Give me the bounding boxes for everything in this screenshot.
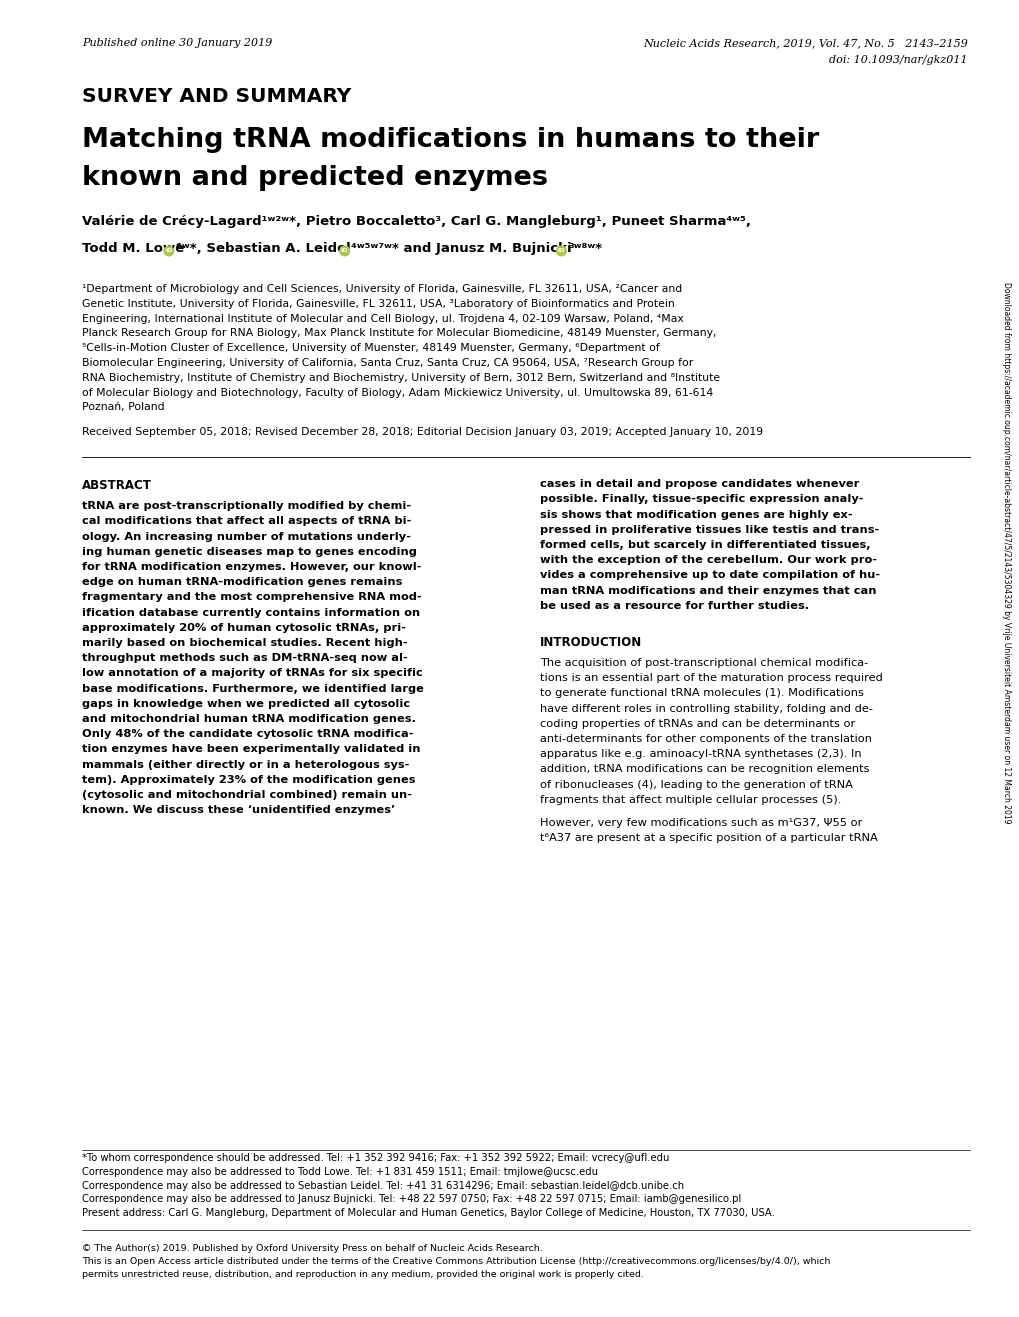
Text: Downloaded from https://academic.oup.com/nar/article-abstract/47/5/2143/5304329 : Downloaded from https://academic.oup.com… [1002, 282, 1011, 824]
Text: INTRODUCTION: INTRODUCTION [539, 636, 642, 649]
Text: Correspondence may also be addressed to Sebastian Leidel. Tel: +41 31 6314296; E: Correspondence may also be addressed to … [82, 1180, 684, 1191]
Text: ³ʷ⁸ʷ*: ³ʷ⁸ʷ* [568, 242, 602, 255]
Text: cal modifications that affect all aspects of tRNA bi-: cal modifications that affect all aspect… [82, 516, 411, 527]
Text: low annotation of a majority of tRNAs for six specific: low annotation of a majority of tRNAs fo… [82, 669, 422, 678]
Text: tRNA are post-transcriptionally modified by chemi-: tRNA are post-transcriptionally modified… [82, 502, 411, 511]
Text: approximately 20% of human cytosolic tRNAs, pri-: approximately 20% of human cytosolic tRN… [82, 623, 406, 632]
Text: iD: iD [165, 249, 172, 253]
Text: This is an Open Access article distributed under the terms of the Creative Commo: This is an Open Access article distribut… [82, 1256, 829, 1266]
Text: ABSTRACT: ABSTRACT [82, 479, 152, 493]
Text: iD: iD [340, 249, 347, 253]
Text: for tRNA modification enzymes. However, our knowl-: for tRNA modification enzymes. However, … [82, 562, 421, 572]
Text: RNA Biochemistry, Institute of Chemistry and Biochemistry, University of Bern, 3: RNA Biochemistry, Institute of Chemistry… [82, 373, 719, 383]
Text: ⁴ʷ⁵ʷ⁷ʷ* and Janusz M. Bujnicki: ⁴ʷ⁵ʷ⁷ʷ* and Janusz M. Bujnicki [352, 242, 572, 255]
Text: have different roles in controlling stability, folding and de-: have different roles in controlling stab… [539, 703, 872, 714]
Text: t⁶A37 are present at a specific position of a particular tRNA: t⁶A37 are present at a specific position… [539, 832, 877, 843]
Text: formed cells, but scarcely in differentiated tissues,: formed cells, but scarcely in differenti… [539, 540, 870, 551]
Text: ology. An increasing number of mutations underly-: ology. An increasing number of mutations… [82, 532, 411, 541]
Text: of Molecular Biology and Biotechnology, Faculty of Biology, Adam Mickiewicz Univ: of Molecular Biology and Biotechnology, … [82, 387, 712, 398]
Text: ing human genetic diseases map to genes encoding: ing human genetic diseases map to genes … [82, 547, 417, 557]
Text: iD: iD [557, 249, 565, 253]
Text: anti-determinants for other components of the translation: anti-determinants for other components o… [539, 734, 871, 744]
Text: Engineering, International Institute of Molecular and Cell Biology, ul. Trojdena: Engineering, International Institute of … [82, 313, 683, 324]
Text: Todd M. Lowe: Todd M. Lowe [82, 242, 184, 255]
Text: Received September 05, 2018; Revised December 28, 2018; Editorial Decision Janua: Received September 05, 2018; Revised Dec… [82, 427, 762, 437]
Text: tions is an essential part of the maturation process required: tions is an essential part of the matura… [539, 673, 882, 684]
Text: © The Author(s) 2019. Published by Oxford University Press on behalf of Nucleic : © The Author(s) 2019. Published by Oxfor… [82, 1245, 542, 1252]
Circle shape [164, 246, 173, 255]
Text: ification database currently contains information on: ification database currently contains in… [82, 607, 420, 618]
Text: The acquisition of post-transcriptional chemical modifica-: The acquisition of post-transcriptional … [539, 658, 867, 668]
Text: and mitochondrial human tRNA modification genes.: and mitochondrial human tRNA modificatio… [82, 714, 416, 724]
Text: pressed in proliferative tissues like testis and trans-: pressed in proliferative tissues like te… [539, 524, 878, 535]
Text: ⁵Cells-in-Motion Cluster of Excellence, University of Muenster, 48149 Muenster, : ⁵Cells-in-Motion Cluster of Excellence, … [82, 344, 659, 353]
Text: Correspondence may also be addressed to Janusz Bujnicki. Tel: +48 22 597 0750; F: Correspondence may also be addressed to … [82, 1195, 741, 1205]
Text: tem). Approximately 23% of the modification genes: tem). Approximately 23% of the modificat… [82, 774, 415, 785]
Text: doi: 10.1093/nar/gkz011: doi: 10.1093/nar/gkz011 [828, 55, 967, 65]
Text: Published online 30 January 2019: Published online 30 January 2019 [82, 38, 272, 47]
Text: of ribonucleases (4), leading to the generation of tRNA: of ribonucleases (4), leading to the gen… [539, 780, 852, 790]
Text: vides a comprehensive up to date compilation of hu-: vides a comprehensive up to date compila… [539, 570, 879, 581]
Text: SURVEY AND SUMMARY: SURVEY AND SUMMARY [82, 87, 351, 105]
Text: edge on human tRNA-modification genes remains: edge on human tRNA-modification genes re… [82, 577, 401, 587]
Text: known and predicted enzymes: known and predicted enzymes [82, 165, 547, 191]
Text: Poznań, Poland: Poznań, Poland [82, 403, 164, 412]
Text: Matching tRNA modifications in humans to their: Matching tRNA modifications in humans to… [82, 126, 818, 153]
Text: ⁶ʷ*, Sebastian A. Leidel: ⁶ʷ*, Sebastian A. Leidel [175, 242, 351, 255]
Text: Genetic Institute, University of Florida, Gainesville, FL 32611, USA, ³Laborator: Genetic Institute, University of Florida… [82, 299, 675, 308]
Text: be used as a resource for further studies.: be used as a resource for further studie… [539, 601, 808, 611]
Text: mammals (either directly or in a heterologous sys-: mammals (either directly or in a heterol… [82, 760, 409, 769]
Text: *To whom correspondence should be addressed. Tel: +1 352 392 9416; Fax: +1 352 3: *To whom correspondence should be addres… [82, 1152, 668, 1163]
Text: gaps in knowledge when we predicted all cytosolic: gaps in knowledge when we predicted all … [82, 699, 410, 709]
Text: with the exception of the cerebellum. Our work pro-: with the exception of the cerebellum. Ou… [539, 556, 876, 565]
Text: Planck Research Group for RNA Biology, Max Planck Institute for Molecular Biomed: Planck Research Group for RNA Biology, M… [82, 328, 715, 338]
Text: tion enzymes have been experimentally validated in: tion enzymes have been experimentally va… [82, 744, 420, 755]
Text: Nucleic Acids Research, 2019, Vol. 47, No. 5   2143–2159: Nucleic Acids Research, 2019, Vol. 47, N… [643, 38, 967, 47]
Text: However, very few modifications such as m¹G37, Ψ55 or: However, very few modifications such as … [539, 818, 861, 827]
Text: Biomolecular Engineering, University of California, Santa Cruz, Santa Cruz, CA 9: Biomolecular Engineering, University of … [82, 358, 693, 367]
Text: sis shows that modification genes are highly ex-: sis shows that modification genes are hi… [539, 510, 852, 520]
Text: Valérie de Crécy-Lagard¹ʷ²ʷ*, Pietro Boccaletto³, Carl G. Mangleburg¹, Puneet Sh: Valérie de Crécy-Lagard¹ʷ²ʷ*, Pietro Boc… [82, 215, 750, 228]
Text: base modifications. Furthermore, we identified large: base modifications. Furthermore, we iden… [82, 684, 424, 694]
Text: Present address: Carl G. Mangleburg, Department of Molecular and Human Genetics,: Present address: Carl G. Mangleburg, Dep… [82, 1208, 774, 1218]
Text: known. We discuss these ‘unidentified enzymes’: known. We discuss these ‘unidentified en… [82, 805, 395, 815]
Text: Only 48% of the candidate cytosolic tRNA modifica-: Only 48% of the candidate cytosolic tRNA… [82, 730, 413, 739]
Text: marily based on biochemical studies. Recent high-: marily based on biochemical studies. Rec… [82, 637, 408, 648]
Text: throughput methods such as DM-tRNA-seq now al-: throughput methods such as DM-tRNA-seq n… [82, 653, 408, 664]
Text: addition, tRNA modifications can be recognition elements: addition, tRNA modifications can be reco… [539, 764, 868, 774]
Text: to generate functional tRNA molecules (1). Modifications: to generate functional tRNA molecules (1… [539, 689, 863, 698]
Text: Correspondence may also be addressed to Todd Lowe. Tel: +1 831 459 1511; Email: : Correspondence may also be addressed to … [82, 1167, 597, 1177]
Text: fragmentary and the most comprehensive RNA mod-: fragmentary and the most comprehensive R… [82, 593, 421, 602]
Text: permits unrestricted reuse, distribution, and reproduction in any medium, provid: permits unrestricted reuse, distribution… [82, 1270, 643, 1279]
Text: cases in detail and propose candidates whenever: cases in detail and propose candidates w… [539, 479, 859, 489]
Text: fragments that affect multiple cellular processes (5).: fragments that affect multiple cellular … [539, 794, 841, 805]
Text: coding properties of tRNAs and can be determinants or: coding properties of tRNAs and can be de… [539, 719, 854, 728]
Text: ¹Department of Microbiology and Cell Sciences, University of Florida, Gainesvill: ¹Department of Microbiology and Cell Sci… [82, 284, 682, 294]
Text: apparatus like e.g. aminoacyl-tRNA synthetases (2,3). In: apparatus like e.g. aminoacyl-tRNA synth… [539, 749, 861, 759]
Text: possible. Finally, tissue-specific expression analy-: possible. Finally, tissue-specific expre… [539, 494, 863, 504]
Circle shape [556, 246, 566, 255]
Text: (cytosolic and mitochondrial combined) remain un-: (cytosolic and mitochondrial combined) r… [82, 790, 412, 799]
Text: man tRNA modifications and their enzymes that can: man tRNA modifications and their enzymes… [539, 586, 875, 595]
Circle shape [339, 246, 350, 255]
